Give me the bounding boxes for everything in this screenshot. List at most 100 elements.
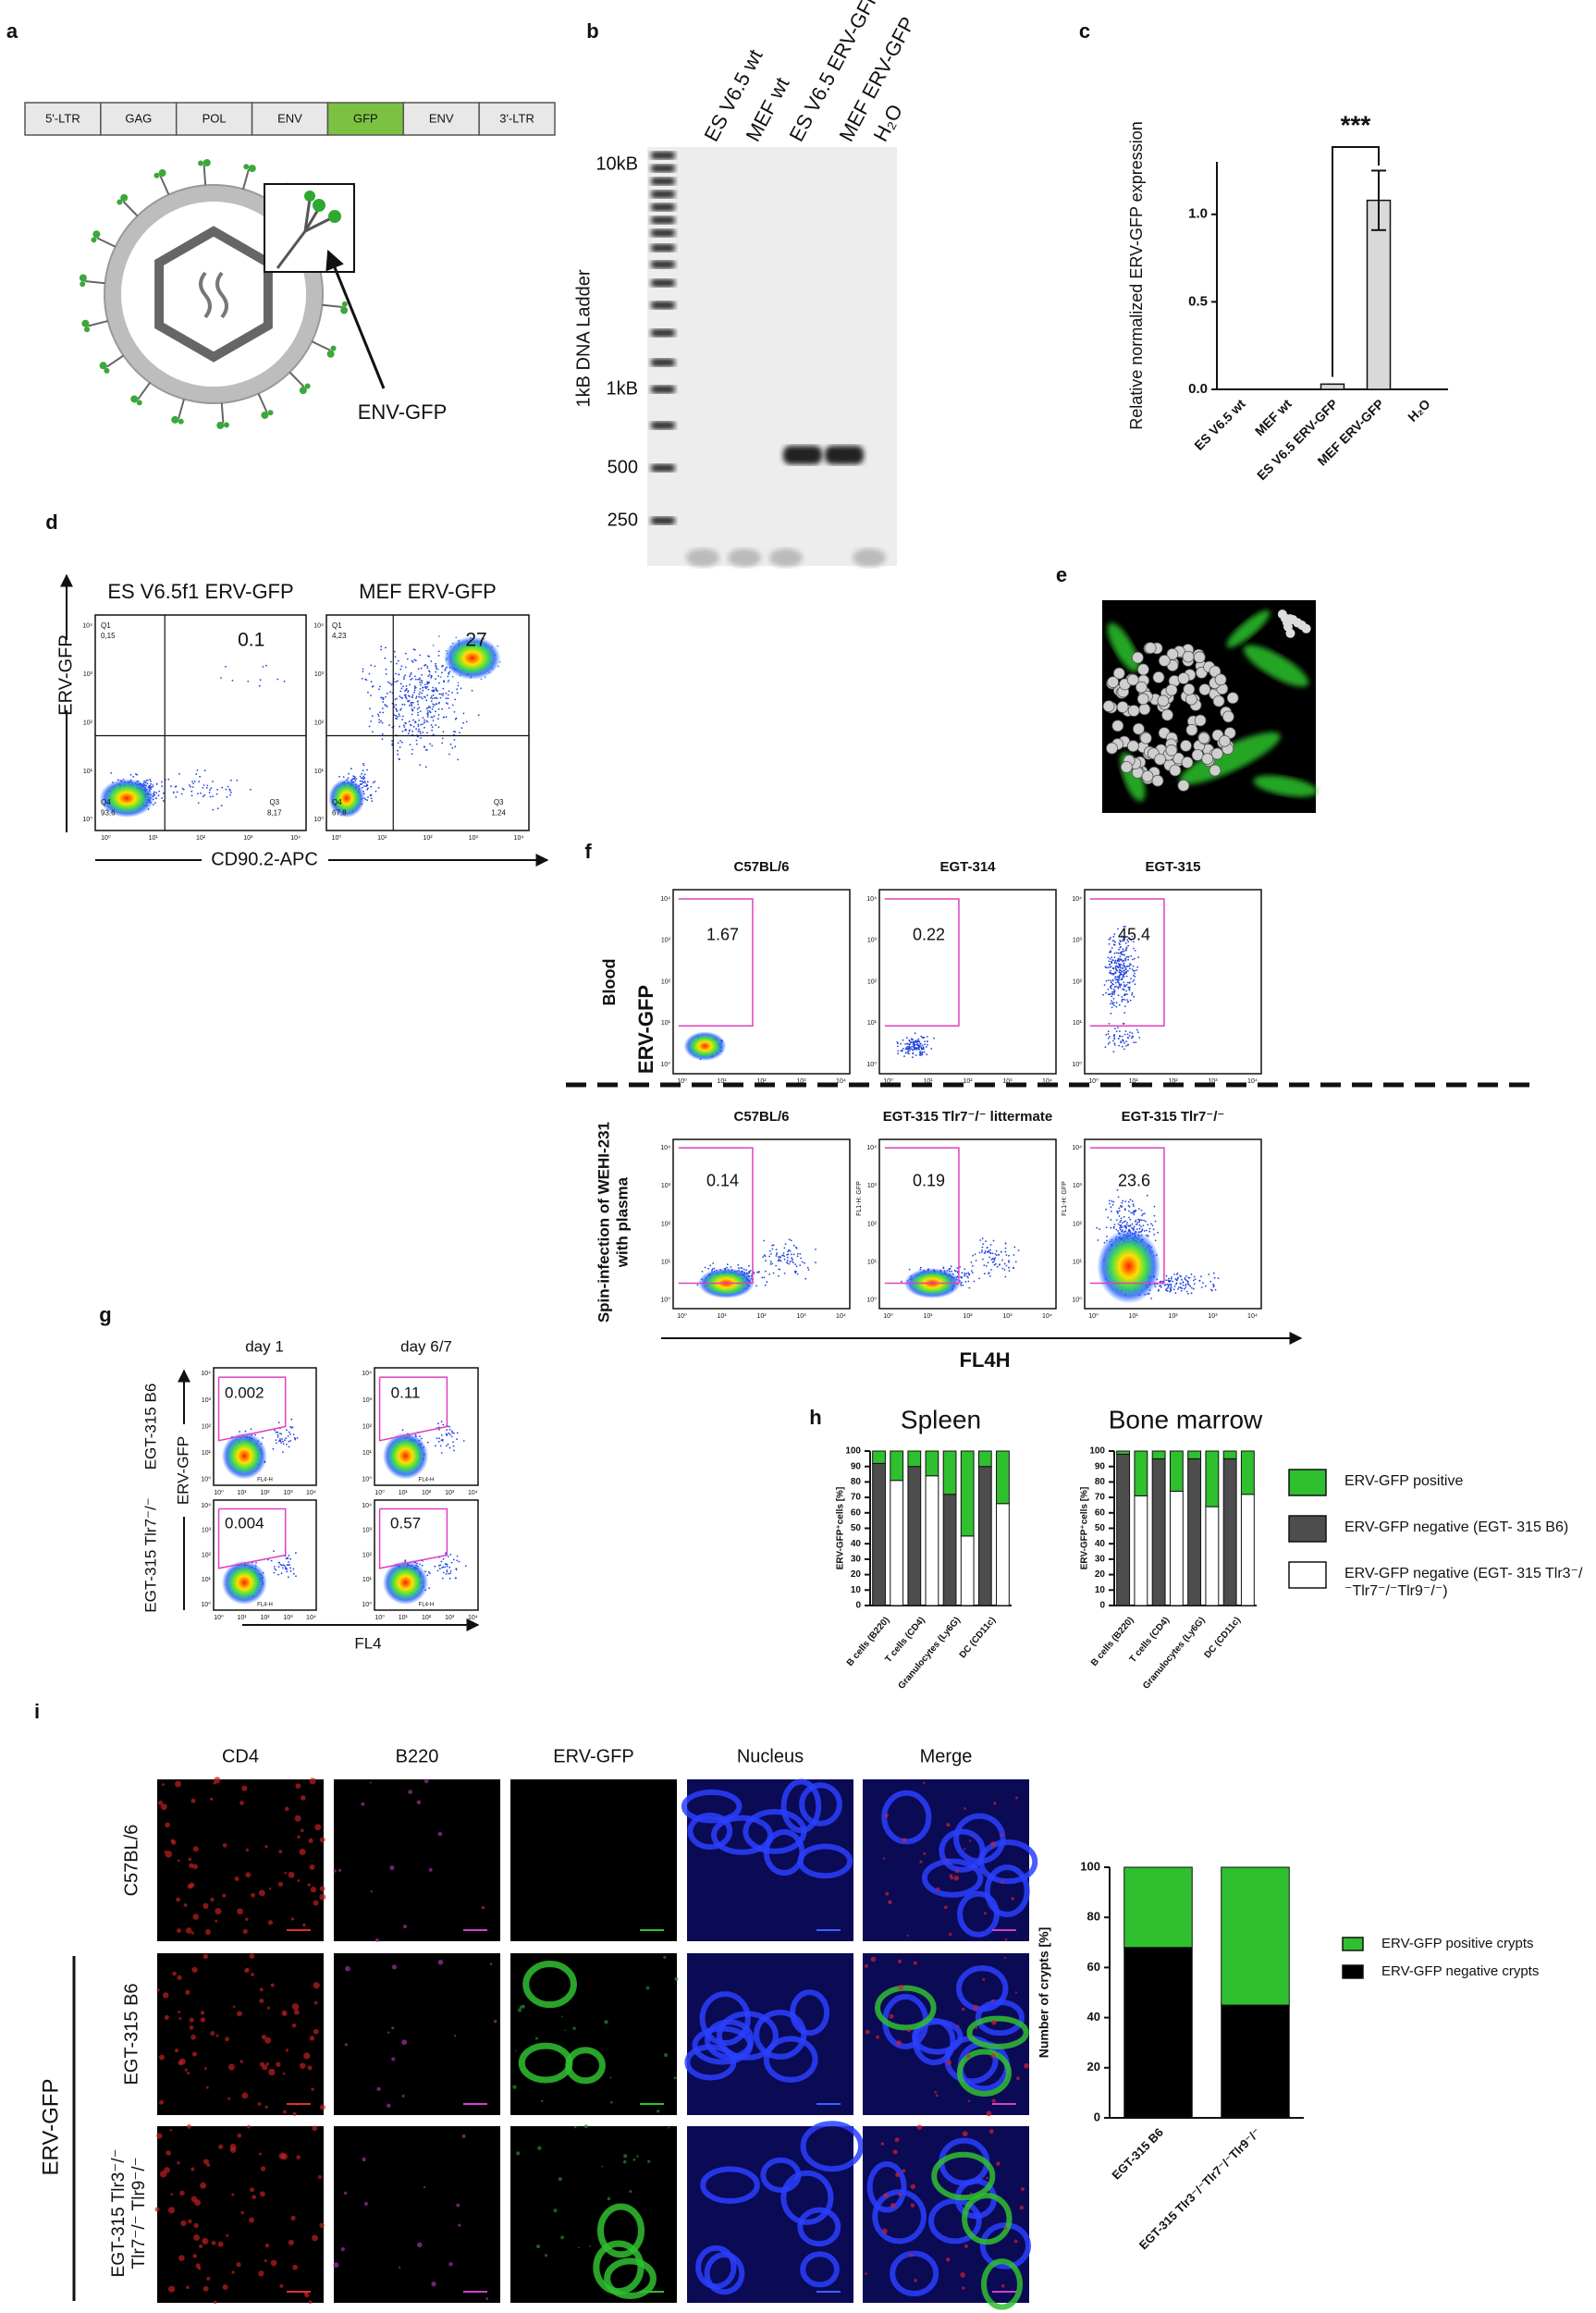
flow-event xyxy=(959,1266,962,1268)
flow-event xyxy=(920,1046,922,1048)
gfp-tag xyxy=(136,400,142,406)
stain xyxy=(265,2062,270,2066)
axis-note: FL1-H: GFP xyxy=(1062,1181,1068,1216)
stain xyxy=(169,2128,173,2132)
stain xyxy=(870,1956,877,1962)
stain xyxy=(299,1848,306,1855)
flow-event xyxy=(1113,1044,1116,1046)
flow-event xyxy=(985,1265,988,1267)
flow-event xyxy=(1107,956,1110,959)
flow-event xyxy=(399,708,401,711)
stain xyxy=(165,1851,173,1858)
y-tick-label: 1.0 xyxy=(1188,206,1208,222)
flow-event xyxy=(897,1045,899,1048)
flow-event xyxy=(954,1270,957,1273)
env-spike xyxy=(122,201,139,217)
flow-event xyxy=(1121,1001,1123,1003)
bar-segment xyxy=(1151,1458,1166,1606)
y-tick-label: 20 xyxy=(1087,2060,1100,2073)
flow-event xyxy=(968,1273,970,1276)
flow-density xyxy=(328,779,365,818)
flow-event xyxy=(784,1243,787,1245)
flow-event xyxy=(210,787,213,790)
flow-event xyxy=(364,781,367,784)
flow-event xyxy=(364,798,367,801)
panel-label: c xyxy=(1079,19,1090,43)
flow-event xyxy=(374,781,376,782)
flow-event xyxy=(1116,1210,1118,1212)
nucleus xyxy=(1198,683,1211,695)
stain xyxy=(964,2244,968,2248)
flow-event xyxy=(775,1264,778,1267)
flow-event xyxy=(1130,964,1132,966)
flow-tick-label: 10² xyxy=(867,978,878,985)
flow-event xyxy=(1124,942,1127,944)
flow-event xyxy=(1128,988,1131,990)
flow-tick-label: 10⁰ xyxy=(214,1614,224,1621)
flow-tick-label: 10⁰ xyxy=(101,834,111,842)
flow-event xyxy=(776,1252,779,1254)
y-tick-label: 30 xyxy=(1095,1555,1106,1565)
flow-event xyxy=(1166,1289,1169,1292)
stain xyxy=(892,2149,898,2155)
flow-tick-label: 10⁴ xyxy=(1247,1313,1258,1320)
chart-title: Spleen xyxy=(901,1405,981,1433)
flow-event xyxy=(411,730,414,732)
stain xyxy=(294,1815,301,1822)
stain xyxy=(622,2159,627,2164)
flow-event xyxy=(455,1568,458,1569)
flow-event xyxy=(273,1566,276,1568)
flow-event xyxy=(145,780,148,781)
flow-event xyxy=(1170,1285,1172,1286)
flow-event xyxy=(294,1437,297,1440)
flow-event xyxy=(1108,938,1111,941)
flow-event xyxy=(1122,998,1124,1001)
flow-event xyxy=(1113,1027,1116,1029)
flow-event xyxy=(1185,1290,1188,1293)
crypt xyxy=(800,2251,840,2288)
flow-event xyxy=(401,730,404,732)
flow-event xyxy=(447,681,449,683)
panel-label: h xyxy=(809,1406,821,1429)
flow-tick-label: 10² xyxy=(362,1552,373,1558)
flow-event xyxy=(230,779,232,781)
flow-event xyxy=(435,710,436,713)
stain xyxy=(156,2133,163,2139)
flow-event xyxy=(1117,928,1119,930)
y-tick-label: 90 xyxy=(851,1461,862,1471)
gfp-tag xyxy=(171,415,179,424)
flow-event xyxy=(424,719,425,721)
stain xyxy=(237,1908,243,1915)
flow-event xyxy=(903,1055,905,1057)
construct-label: GFP xyxy=(353,111,378,125)
stain xyxy=(211,2240,216,2245)
flow-event xyxy=(265,664,267,667)
flow-event xyxy=(1165,1274,1168,1277)
stain xyxy=(943,1905,948,1910)
flow-event xyxy=(361,677,363,680)
flow-event xyxy=(365,784,368,787)
flow-event xyxy=(435,687,437,689)
stain xyxy=(203,1902,209,1910)
flow-tick-label: 10¹ xyxy=(867,1020,878,1027)
flow-event xyxy=(431,729,433,732)
legend-label: ERV-GFP negative crypts xyxy=(1381,1963,1540,1979)
flow-event xyxy=(411,694,414,696)
flow-tick-label: 10¹ xyxy=(1073,1260,1083,1266)
env-spike xyxy=(88,320,108,327)
crypt xyxy=(704,2252,745,2295)
ladder-band xyxy=(651,261,675,268)
flow-event xyxy=(406,658,409,660)
flow-event xyxy=(990,1269,992,1271)
flow-event xyxy=(430,674,433,677)
flow-tick-label: 10² xyxy=(963,1313,973,1320)
nucleus xyxy=(1144,642,1157,654)
flow-event xyxy=(424,746,425,748)
flow-event xyxy=(417,723,420,726)
flow-event xyxy=(763,1239,765,1242)
flow-event xyxy=(786,1259,789,1261)
nucleus xyxy=(1166,647,1179,660)
flow-event xyxy=(385,646,387,649)
stain xyxy=(190,2196,198,2203)
flow-event xyxy=(1181,1287,1184,1290)
